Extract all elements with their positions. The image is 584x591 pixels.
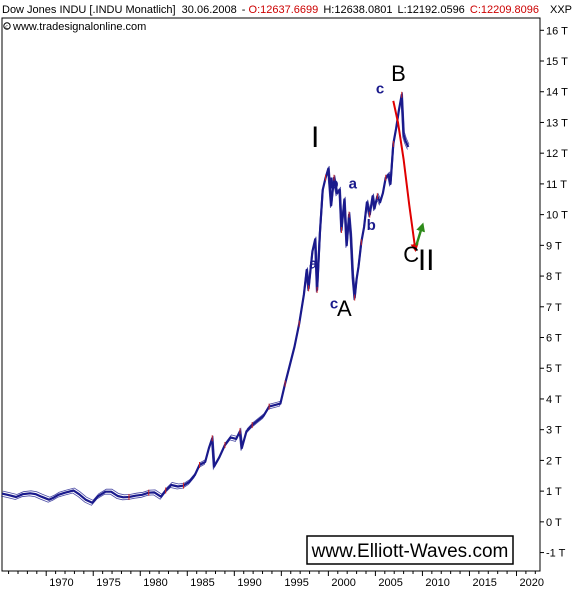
y-tick-label: 2 T <box>546 455 562 467</box>
wave-label: A <box>337 296 352 321</box>
svg-text:c: c <box>5 25 8 31</box>
source-label: c www.tradesignalonline.com <box>3 21 146 33</box>
low-value: L:12192.0596 <box>398 4 465 16</box>
wave-label: C <box>403 242 419 267</box>
y-tick-label: 16 T <box>546 25 568 37</box>
x-tick-label: 2005 <box>378 577 402 589</box>
y-tick-label: 12 T <box>546 148 568 160</box>
y-tick-label: 7 T <box>546 302 562 314</box>
x-tick-label: 2020 <box>519 577 543 589</box>
watermark-text: www.Elliott-Waves.com <box>311 541 509 562</box>
instrument-label: Dow Jones INDU [.INDU Monatlich] <box>2 4 176 16</box>
price-high-trace <box>2 92 410 501</box>
x-axis: 1970 1975 1980 1985 1990 1995 2000 2005 2010 2015… <box>8 571 544 589</box>
axis-unit-label: XXP <box>550 4 572 16</box>
y-tick-label: 11 T <box>546 179 567 191</box>
wave-label: a <box>309 255 318 272</box>
x-tick-label: 1995 <box>284 577 308 589</box>
projection-arrows <box>392 100 425 252</box>
x-tick-label: 1985 <box>190 577 214 589</box>
wave-label: c <box>330 295 338 312</box>
close-value: C:12209.8096 <box>470 4 539 16</box>
wave-label: c <box>376 80 384 97</box>
x-tick-label: 2010 <box>425 577 449 589</box>
wave-label: I <box>311 121 319 154</box>
y-tick-label: 13 T <box>546 117 568 129</box>
x-tick-label: 1980 <box>143 577 167 589</box>
projection-arrow-down <box>392 100 419 252</box>
wave-label: b <box>329 176 338 193</box>
y-tick-label: -1 T <box>546 548 566 560</box>
x-tick-label: 1990 <box>237 577 261 589</box>
source-url: www.tradesignalonline.com <box>12 21 146 33</box>
wave-label: b <box>367 217 376 234</box>
wave-label: a <box>349 176 358 193</box>
y-tick-label: 10 T <box>546 210 568 222</box>
y-tick-label: 5 T <box>546 363 562 375</box>
rebound-arrow-up <box>415 222 425 246</box>
y-axis: -1 T 0 T 1 T 2 T 3 T 4 T 5 T 6 T 7 T 8 T 9 T 10 T 11… <box>540 25 568 560</box>
watermark-box: www.Elliott-Waves.com <box>306 535 514 565</box>
y-tick-label: 1 T <box>546 486 562 498</box>
header-date: 30.06.2008 <box>182 4 237 16</box>
y-tick-label: 9 T <box>546 240 562 252</box>
x-tick-label: 1970 <box>49 577 73 589</box>
y-tick-label: 4 T <box>546 394 562 406</box>
y-tick-label: 14 T <box>546 87 568 99</box>
y-tick-label: 8 T <box>546 271 562 283</box>
open-value: O:12637.6699 <box>249 4 319 16</box>
y-tick-label: 0 T <box>546 517 562 529</box>
chart-header: Dow Jones INDU [.INDU Monatlich] 30.06.2… <box>2 4 539 16</box>
plot-frame <box>1 17 541 572</box>
price-low-trace <box>1 97 408 506</box>
y-tick-label: 15 T <box>546 56 568 68</box>
high-value: H:12638.0801 <box>323 4 392 16</box>
y-tick-label: 3 T <box>546 425 562 437</box>
x-tick-label: 2000 <box>331 577 355 589</box>
y-tick-label: 6 T <box>546 333 562 345</box>
x-tick-label: 1975 <box>96 577 120 589</box>
wave-label: B <box>391 61 406 86</box>
wave-label: II <box>418 244 435 277</box>
x-tick-label: 2015 <box>472 577 496 589</box>
price-series <box>1 91 410 506</box>
